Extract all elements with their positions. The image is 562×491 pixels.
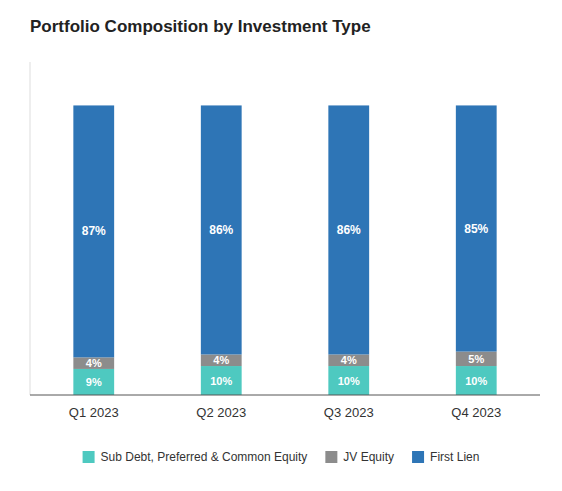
chart: Portfolio Composition by Investment Type… xyxy=(0,0,562,491)
data-labels: 9% 10% 10% 10% 4% 4% 4% 5% 87% 86% 86% 85% xyxy=(82,222,489,388)
bars xyxy=(73,105,496,395)
legend: Sub Debt, Preferred & Common Equity JV Eq… xyxy=(83,450,480,464)
data-label: 10% xyxy=(338,375,360,387)
data-label: 4% xyxy=(213,354,229,366)
bar-segment xyxy=(73,357,114,369)
data-label: 4% xyxy=(86,357,102,369)
title: Portfolio Composition by Investment Type xyxy=(30,17,371,36)
bar-segment xyxy=(456,105,497,351)
data-label: 85% xyxy=(464,222,488,236)
x-tick-label: Q3 2023 xyxy=(324,405,374,420)
bar-segment xyxy=(456,366,497,395)
bar-segment xyxy=(201,354,242,366)
bar-segment xyxy=(73,105,114,357)
legend-label: First Lien xyxy=(430,450,479,464)
data-label: 5% xyxy=(468,353,484,365)
data-label: 10% xyxy=(465,375,487,387)
legend-label: Sub Debt, Preferred & Common Equity xyxy=(101,450,308,464)
y-axis-line xyxy=(30,62,31,395)
data-label: 10% xyxy=(210,375,232,387)
legend-swatch xyxy=(325,451,337,463)
legend-swatch xyxy=(412,451,424,463)
data-label: 87% xyxy=(82,224,106,238)
bar-segment xyxy=(201,366,242,395)
bar-segment xyxy=(456,352,497,366)
bar-segment xyxy=(201,105,242,354)
x-tick-label: Q4 2023 xyxy=(451,405,501,420)
legend-label: JV Equity xyxy=(343,450,394,464)
bar-segment xyxy=(328,366,369,395)
data-label: 4% xyxy=(341,354,357,366)
legend-swatch xyxy=(83,451,95,463)
x-tick-label: Q1 2023 xyxy=(69,405,119,420)
bar-segment xyxy=(328,354,369,366)
bar-segment xyxy=(328,105,369,354)
x-tick-label: Q2 2023 xyxy=(196,405,246,420)
bar-segment xyxy=(73,369,114,395)
data-label: 9% xyxy=(86,376,102,388)
data-label: 86% xyxy=(337,223,361,237)
x-axis-line xyxy=(30,395,540,396)
data-label: 86% xyxy=(209,223,233,237)
